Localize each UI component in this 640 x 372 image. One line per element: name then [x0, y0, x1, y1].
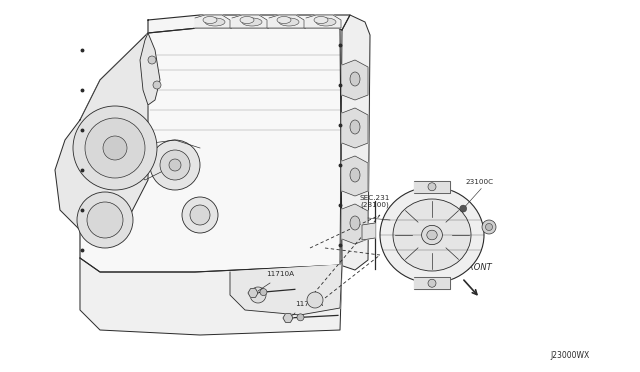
Text: J23000WX: J23000WX [551, 350, 590, 359]
Polygon shape [232, 15, 267, 28]
Polygon shape [230, 265, 342, 315]
Polygon shape [342, 108, 368, 148]
Ellipse shape [242, 18, 262, 26]
Ellipse shape [350, 120, 360, 134]
Circle shape [77, 192, 133, 248]
Text: FRONT: FRONT [464, 263, 493, 273]
Polygon shape [414, 277, 450, 289]
Circle shape [160, 150, 190, 180]
Polygon shape [55, 33, 148, 230]
Polygon shape [342, 156, 368, 196]
Polygon shape [80, 28, 342, 272]
Ellipse shape [380, 187, 484, 283]
Circle shape [150, 140, 200, 190]
Circle shape [250, 287, 266, 303]
Text: SEC.231
(23100): SEC.231 (23100) [360, 195, 390, 208]
Ellipse shape [427, 230, 437, 240]
Polygon shape [362, 223, 375, 240]
Circle shape [460, 205, 467, 212]
Circle shape [87, 202, 123, 238]
Polygon shape [342, 60, 368, 100]
Text: 23100C: 23100C [465, 179, 493, 185]
Circle shape [190, 205, 210, 225]
Circle shape [297, 314, 304, 321]
Circle shape [73, 106, 157, 190]
Polygon shape [148, 15, 350, 33]
Ellipse shape [350, 216, 360, 230]
Ellipse shape [316, 18, 336, 26]
Polygon shape [340, 15, 370, 270]
Circle shape [486, 224, 493, 231]
Polygon shape [306, 15, 341, 28]
Polygon shape [269, 15, 304, 28]
Circle shape [103, 136, 127, 160]
Circle shape [260, 289, 267, 296]
Ellipse shape [240, 16, 254, 23]
Text: 11710A: 11710A [266, 271, 294, 277]
Ellipse shape [277, 16, 291, 23]
Circle shape [428, 279, 436, 287]
Text: 11710A: 11710A [295, 301, 323, 307]
Polygon shape [195, 15, 230, 28]
Ellipse shape [203, 16, 217, 23]
Ellipse shape [314, 16, 328, 23]
Ellipse shape [350, 168, 360, 182]
Polygon shape [248, 289, 258, 297]
Circle shape [148, 56, 156, 64]
Ellipse shape [350, 72, 360, 86]
Ellipse shape [279, 18, 299, 26]
Ellipse shape [393, 199, 471, 271]
Circle shape [169, 159, 181, 171]
Polygon shape [283, 314, 293, 322]
Polygon shape [414, 181, 450, 193]
Circle shape [153, 81, 161, 89]
Polygon shape [342, 204, 368, 244]
Ellipse shape [422, 225, 442, 245]
Circle shape [307, 292, 323, 308]
Circle shape [85, 118, 145, 178]
Circle shape [428, 183, 436, 191]
Polygon shape [140, 33, 160, 105]
Circle shape [482, 220, 496, 234]
Polygon shape [80, 258, 342, 335]
Ellipse shape [205, 18, 225, 26]
Circle shape [182, 197, 218, 233]
